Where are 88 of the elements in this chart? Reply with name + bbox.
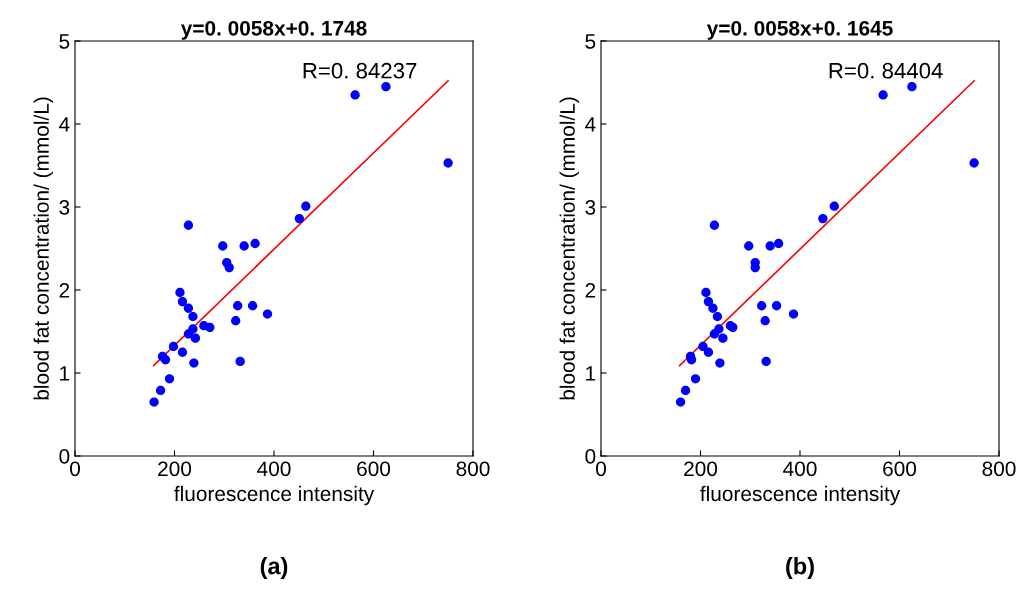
point (294, 213, 305, 224)
annotation: R=0. 84404 (829, 62, 943, 79)
point (190, 333, 201, 343)
y-tick-label: 3 (59, 200, 70, 215)
chart-title: y=0. 0058x+0. 1645 (706, 20, 893, 40)
point (878, 90, 888, 100)
point (771, 301, 782, 311)
point (701, 287, 711, 298)
y-tick-label: 5 (585, 34, 596, 49)
x-axis-title: fluorescence intensity (174, 485, 375, 506)
point (829, 201, 839, 211)
point (709, 220, 720, 230)
point (155, 385, 166, 396)
point (160, 355, 171, 365)
y-tick-label: 0 (585, 449, 596, 464)
point (205, 322, 215, 333)
y-tick-label: 5 (59, 34, 70, 49)
point (183, 329, 194, 339)
point (680, 385, 691, 396)
point (675, 397, 686, 407)
point (761, 356, 771, 367)
point (773, 238, 784, 249)
point (818, 213, 828, 224)
point (183, 303, 194, 313)
point (757, 301, 767, 311)
x-tick-label: 600 (883, 461, 917, 477)
point (788, 309, 799, 319)
point (907, 81, 917, 92)
annotation: R=0. 84237 (303, 62, 417, 79)
point (708, 303, 718, 313)
x-tick-label: 400 (783, 461, 817, 477)
point (350, 90, 360, 100)
y-tick-label: 0 (59, 449, 70, 464)
point (218, 241, 228, 251)
y-tick-label: 2 (59, 283, 70, 298)
point (712, 311, 723, 322)
y-tick-label: 3 (585, 200, 596, 215)
y-tick-label: 2 (585, 283, 596, 298)
point (703, 347, 714, 357)
x-tick-label: 800 (456, 461, 490, 477)
x-tick-label: 400 (257, 461, 291, 477)
y-tick-label: 1 (60, 366, 70, 381)
point (765, 241, 775, 251)
point (177, 296, 188, 307)
x-tick-label: 600 (357, 461, 391, 477)
x-tick-label: 0 (596, 461, 606, 477)
point (301, 201, 311, 211)
y-tick-label: 4 (59, 117, 70, 132)
x-tick-label: 0 (70, 461, 80, 477)
text: (b) (786, 557, 814, 580)
point (231, 316, 241, 326)
y-tick-label: 4 (585, 117, 596, 132)
chart-title: y=0. 0058x+0. 1748 (180, 20, 367, 40)
point (744, 241, 754, 251)
point (686, 355, 697, 365)
x-tick-label: 800 (982, 461, 1016, 477)
point (233, 301, 243, 311)
point (715, 358, 725, 368)
point (703, 296, 714, 307)
point (168, 341, 179, 352)
y-tick-label: 1 (586, 366, 596, 381)
point (224, 262, 234, 273)
point (149, 397, 159, 407)
point (235, 356, 245, 367)
point (177, 347, 188, 357)
point (183, 220, 194, 230)
point (760, 316, 770, 326)
point (175, 287, 185, 298)
point (189, 358, 199, 368)
text: (a) (260, 557, 288, 580)
point (443, 158, 453, 168)
x-axis-title: fluorescence intensity (700, 485, 901, 506)
x-tick-label: 200 (684, 461, 718, 477)
point (188, 311, 198, 322)
point (709, 329, 720, 339)
point (262, 309, 273, 319)
y-axis-title: blood fat concentration/ (mmol/L) (559, 97, 579, 400)
point (247, 301, 258, 311)
point (239, 241, 249, 251)
y-axis-title: blood fat concentration/ (mmol/L) (33, 97, 53, 400)
point (164, 374, 175, 384)
point (250, 238, 260, 249)
point (969, 158, 979, 168)
x-tick-label: 200 (158, 461, 192, 477)
point (698, 341, 708, 352)
point (381, 81, 391, 92)
point (690, 374, 701, 384)
point (718, 333, 728, 343)
